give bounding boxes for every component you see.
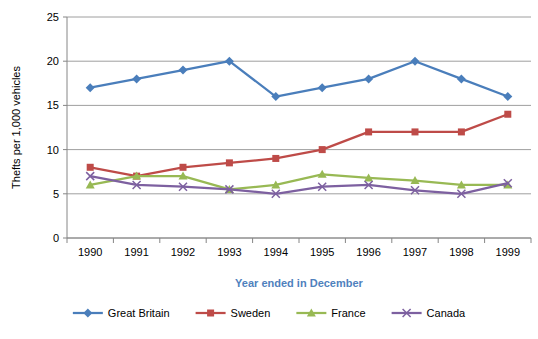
series-line <box>90 61 508 96</box>
marker <box>86 172 94 180</box>
marker <box>179 183 187 191</box>
y-tick <box>63 149 67 150</box>
x-tick <box>391 238 392 243</box>
series-line <box>90 174 508 189</box>
marker <box>365 128 372 135</box>
marker <box>272 155 279 162</box>
marker <box>132 74 141 83</box>
x-tick-label: 1991 <box>124 246 148 258</box>
legend-label: France <box>331 307 365 319</box>
marker <box>457 74 466 83</box>
x-tick <box>345 238 346 243</box>
marker <box>458 128 465 135</box>
marker <box>318 183 326 191</box>
background <box>0 0 538 339</box>
x-tick <box>159 238 160 243</box>
y-tick <box>63 238 67 239</box>
y-tick-label: 5 <box>53 188 59 200</box>
marker <box>504 111 511 118</box>
marker <box>412 128 419 135</box>
x-tick <box>252 238 253 243</box>
plot-area <box>86 57 513 198</box>
y-tick-label: 10 <box>47 144 59 156</box>
marker <box>225 185 233 193</box>
marker <box>133 173 140 180</box>
marker <box>179 172 188 180</box>
y-tick <box>63 193 67 194</box>
x-tick-label: 1994 <box>264 246 288 258</box>
y-tick-label: 0 <box>53 232 59 244</box>
marker <box>457 180 466 188</box>
marker <box>365 181 373 189</box>
marker <box>411 186 419 194</box>
marker <box>504 179 512 187</box>
grid-line <box>67 61 531 62</box>
x-tick-label: 1998 <box>449 246 473 258</box>
y-tick <box>63 17 67 18</box>
x-tick-label: 1992 <box>171 246 195 258</box>
legend: Great Britain Sweden France Canada <box>73 307 466 319</box>
series-line <box>90 176 508 194</box>
y-tick-label: 20 <box>47 55 59 67</box>
marker <box>271 92 280 101</box>
legend-marker <box>207 310 214 317</box>
marker <box>318 170 327 178</box>
x-axis-title: Year ended in December <box>235 277 363 289</box>
x-tick <box>67 238 68 243</box>
x-tick <box>206 238 207 243</box>
marker <box>179 66 188 75</box>
marker <box>319 146 326 153</box>
marker <box>503 92 512 101</box>
marker <box>457 190 465 198</box>
marker <box>364 173 373 181</box>
y-tick-label: 15 <box>47 99 59 111</box>
x-tick <box>113 238 114 243</box>
y-tick <box>63 61 67 62</box>
marker <box>87 164 94 171</box>
marker <box>226 159 233 166</box>
x-tick-label: 1990 <box>78 246 102 258</box>
legend-item: France <box>296 307 365 319</box>
x-tick <box>531 238 532 243</box>
legend-item: Great Britain <box>73 307 170 319</box>
y-axis-title: Thefts per 1,000 vehicles <box>10 66 22 189</box>
marker <box>364 74 373 83</box>
marker <box>271 180 280 188</box>
marker <box>133 181 141 189</box>
y-axis <box>67 17 68 238</box>
legend-label: Canada <box>427 307 466 319</box>
marker <box>411 57 420 66</box>
x-tick <box>438 238 439 243</box>
y-tick-label: 25 <box>47 11 59 23</box>
legend-item: Canada <box>392 307 466 319</box>
marker <box>86 83 95 92</box>
legend-label: Sweden <box>231 307 271 319</box>
grid-line <box>67 17 531 18</box>
legend-item: Sweden <box>196 307 271 319</box>
marker <box>272 190 280 198</box>
marker <box>225 57 234 66</box>
x-tick-label: 1996 <box>356 246 380 258</box>
legend-marker <box>83 309 92 318</box>
marker <box>86 180 95 188</box>
marker <box>318 83 327 92</box>
marker <box>132 172 141 180</box>
x-tick-label: 1997 <box>403 246 427 258</box>
legend-marker <box>307 309 316 317</box>
x-tick <box>484 238 485 243</box>
chart: 0 5 10 15 20 25 1990 1991 1992 1993 1994 1995 1996 19… <box>0 0 538 339</box>
marker <box>180 164 187 171</box>
x-tick <box>299 238 300 243</box>
legend-label: Great Britain <box>108 307 170 319</box>
series-line <box>90 114 508 176</box>
grid-line <box>67 105 531 106</box>
x-tick-label: 1993 <box>217 246 241 258</box>
legend-marker <box>403 309 411 317</box>
y-tick <box>63 105 67 106</box>
marker <box>411 176 420 184</box>
grid-line <box>67 149 531 150</box>
x-tick-label: 1999 <box>496 246 520 258</box>
x-tick-label: 1995 <box>310 246 334 258</box>
